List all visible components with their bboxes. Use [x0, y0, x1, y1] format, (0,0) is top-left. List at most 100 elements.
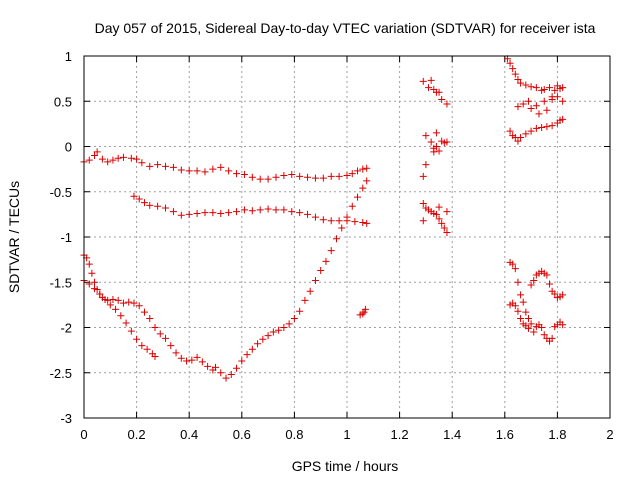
data-point — [351, 218, 359, 226]
data-point — [327, 247, 335, 255]
x-tick-label: 1.6 — [496, 427, 514, 442]
data-point — [85, 260, 93, 268]
data-point — [88, 269, 96, 277]
data-point — [109, 295, 117, 303]
data-point — [243, 351, 251, 359]
data-point — [209, 165, 217, 173]
data-point — [133, 335, 141, 343]
data-point — [517, 314, 525, 322]
data-point — [285, 320, 293, 328]
data-point — [440, 224, 448, 232]
data-point — [156, 330, 164, 338]
data-point — [553, 93, 561, 101]
data-point — [301, 296, 309, 304]
grid — [84, 56, 610, 418]
data-point — [438, 95, 446, 103]
data-point — [419, 217, 427, 225]
data-point — [311, 213, 319, 221]
y-tick-label: -1.5 — [50, 275, 72, 290]
data-point — [127, 327, 135, 335]
data-point — [248, 173, 256, 181]
data-point — [96, 290, 104, 298]
data-point — [280, 324, 288, 331]
y-tick-label: 0 — [65, 140, 72, 155]
data-point — [524, 314, 532, 322]
data-point — [319, 216, 327, 224]
data-point — [538, 123, 546, 131]
data-point — [432, 143, 440, 150]
data-point — [240, 171, 248, 179]
data-point — [272, 173, 280, 181]
data-point — [169, 208, 177, 216]
data-point — [359, 184, 367, 192]
data-point — [133, 155, 141, 163]
data-point — [162, 162, 170, 170]
data-point — [114, 296, 122, 304]
data-point — [138, 159, 146, 167]
data-point — [360, 308, 368, 316]
data-point — [264, 175, 272, 183]
data-point — [543, 123, 551, 131]
data-point — [422, 132, 430, 140]
data-point — [506, 127, 514, 135]
data-point — [140, 308, 148, 316]
data-point — [125, 298, 133, 306]
x-tick-label: 0 — [80, 427, 87, 442]
data-point — [212, 363, 219, 371]
y-tick-label: -1 — [60, 230, 72, 245]
data-point — [527, 83, 535, 91]
data-point — [524, 324, 532, 332]
data-point — [185, 167, 193, 175]
data-point — [524, 97, 532, 105]
chart-title: Day 057 of 2015, Sidereal Day-to-day VTE… — [95, 20, 596, 36]
data-point — [140, 199, 148, 207]
data-point — [511, 302, 519, 310]
data-point — [119, 299, 127, 307]
data-point — [143, 345, 151, 353]
x-tick-label: 0.4 — [180, 427, 198, 442]
data-point — [104, 158, 112, 166]
y-tick-label: -2.5 — [50, 366, 72, 381]
data-point — [119, 153, 127, 161]
data-point — [532, 124, 540, 132]
y-tick-label: -2 — [60, 321, 72, 336]
data-point — [151, 352, 159, 360]
data-point — [543, 271, 551, 279]
data-point — [546, 84, 554, 92]
data-point — [546, 280, 554, 288]
x-tick-label: 0.2 — [128, 427, 146, 442]
data-point — [177, 211, 185, 219]
data-point — [335, 172, 343, 180]
data-point — [559, 321, 567, 329]
data-point — [256, 175, 264, 183]
data-point — [506, 59, 514, 67]
data-point — [172, 349, 180, 357]
y-tick-label: -0.5 — [50, 185, 72, 200]
data-point — [522, 81, 530, 89]
data-point — [559, 115, 567, 123]
y-tick-labels: -3 -2.5 -2 -1.5 -1 -0.5 0 0.5 1 — [50, 49, 72, 426]
data-point — [151, 324, 159, 331]
data-point — [296, 307, 304, 315]
data-point — [443, 138, 451, 146]
data-point — [269, 328, 277, 336]
data-point — [275, 326, 283, 334]
data-point — [311, 174, 319, 182]
data-point — [233, 208, 241, 216]
data-point — [332, 235, 340, 243]
data-point — [425, 84, 433, 92]
data-point — [438, 219, 446, 227]
x-tick-label: 1.4 — [443, 427, 461, 442]
data-point — [548, 95, 556, 103]
data-point — [248, 345, 256, 353]
data-point — [443, 208, 451, 216]
data-points — [80, 55, 567, 382]
data-point — [225, 209, 233, 217]
data-point — [280, 206, 288, 214]
data-point — [527, 104, 535, 112]
data-point — [146, 162, 154, 170]
data-point — [91, 152, 99, 160]
data-point — [188, 356, 196, 364]
data-point — [280, 171, 288, 179]
